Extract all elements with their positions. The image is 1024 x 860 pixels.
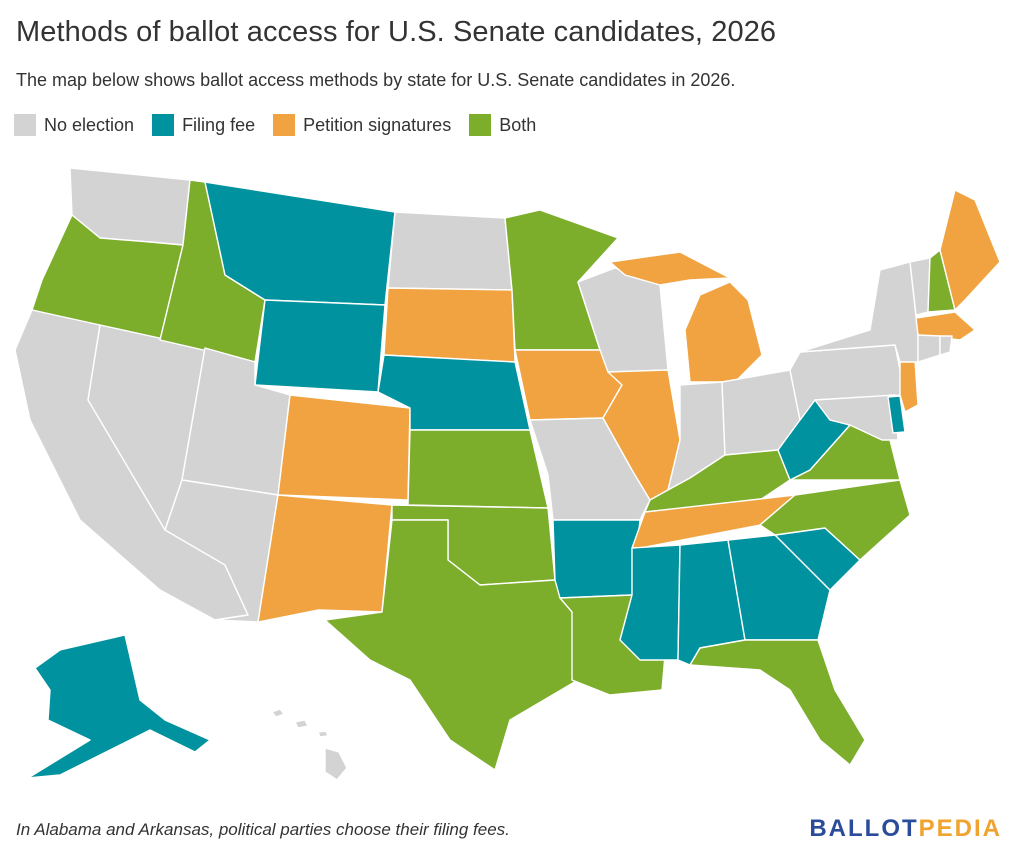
state-WY[interactable] xyxy=(254,299,386,393)
state-AK[interactable] xyxy=(27,634,211,779)
logo-text-ballot: BALLOT xyxy=(809,815,919,842)
state-ND[interactable] xyxy=(387,211,513,291)
state-ME[interactable] xyxy=(939,189,1001,311)
state-FL[interactable] xyxy=(689,639,866,766)
map-title: Methods of ballot access for U.S. Senate… xyxy=(16,16,777,48)
state-MD[interactable] xyxy=(814,394,899,441)
legend-item-both: Both xyxy=(469,114,536,136)
state-AR[interactable] xyxy=(552,519,641,599)
state-CT[interactable] xyxy=(917,334,941,363)
state-DE[interactable] xyxy=(887,395,906,434)
state-MI[interactable] xyxy=(684,281,763,383)
state-MI-UP[interactable] xyxy=(609,251,731,286)
state-CO[interactable] xyxy=(277,394,411,501)
legend-swatch-filing-fee xyxy=(152,114,175,136)
legend-label-filing-fee: Filing fee xyxy=(182,114,256,135)
us-map xyxy=(14,167,1001,781)
legend-item-filing-fee: Filing fee xyxy=(152,114,255,136)
legend-item-no-election: No election xyxy=(14,114,134,136)
legend-label-both: Both xyxy=(499,114,537,135)
state-NY[interactable] xyxy=(799,261,919,363)
map-subtitle: The map below shows ballot access method… xyxy=(16,70,736,90)
legend-swatch-both xyxy=(469,114,492,136)
state-RI[interactable] xyxy=(939,335,953,356)
state-KS[interactable] xyxy=(407,429,549,509)
state-NM[interactable] xyxy=(257,494,393,623)
logo-text-pedia: PEDIA xyxy=(918,815,1002,842)
state-NJ[interactable] xyxy=(899,359,919,413)
legend: No election Filing fee Petition signatur… xyxy=(14,114,536,136)
state-SD[interactable] xyxy=(383,287,516,363)
legend-swatch-petition-signatures xyxy=(273,114,296,136)
state-HI[interactable] xyxy=(271,708,348,781)
state-TX[interactable] xyxy=(324,519,579,771)
legend-label-petition-signatures: Petition signatures xyxy=(303,114,452,135)
legend-label-no-election: No election xyxy=(44,114,135,135)
state-GA[interactable] xyxy=(727,534,831,641)
legend-item-petition-signatures: Petition signatures xyxy=(273,114,451,136)
state-MA[interactable] xyxy=(915,311,976,341)
legend-swatch-no-election xyxy=(14,114,36,136)
ballotpedia-logo: BALLOTPEDIA xyxy=(809,815,1002,843)
state-NC[interactable] xyxy=(759,479,911,561)
state-TN[interactable] xyxy=(631,494,796,549)
footnote: In Alabama and Arkansas, political parti… xyxy=(16,820,510,839)
